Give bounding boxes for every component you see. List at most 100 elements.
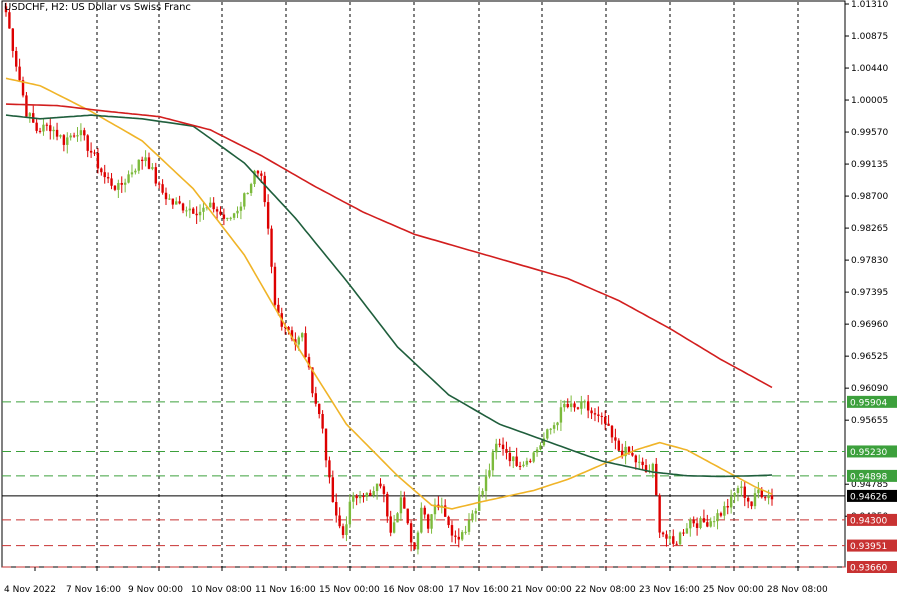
candle-body: [522, 464, 525, 467]
candle-body: [266, 202, 270, 229]
y-tick-label: 1.00005: [851, 96, 888, 106]
candle-body: [11, 28, 15, 51]
candle-body: [678, 532, 682, 545]
time-axis: 4 Nov 2022 7 Nov 16:00 9 Nov 00:00 10 Nov 0…: [4, 567, 828, 595]
candle-body: [621, 450, 624, 457]
candle-body: [512, 456, 515, 462]
candle-body: [607, 423, 610, 426]
level-tag-label: 0.95230: [850, 448, 887, 458]
moving-average-line: [5, 77, 773, 510]
candle-body: [154, 167, 157, 184]
candle-body: [263, 175, 266, 203]
candle-body: [610, 425, 614, 438]
candle-body: [699, 518, 702, 528]
candle-body: [324, 428, 328, 461]
candle-body: [38, 130, 42, 132]
candle-body: [239, 206, 243, 211]
candle-body: [392, 522, 396, 533]
candle-body: [723, 506, 726, 516]
candle-body: [123, 182, 127, 185]
candle-body: [413, 542, 416, 550]
candle-body: [586, 401, 590, 411]
level-tag: [847, 513, 897, 526]
candle-body: [569, 403, 573, 408]
candle-body: [318, 403, 321, 415]
candlesticks: [4, 2, 774, 555]
candle-body: [205, 207, 209, 209]
candle-body: [668, 536, 672, 539]
x-tick-label: 10 Nov 08:00: [191, 585, 252, 595]
candle-body: [559, 407, 563, 423]
candle-body: [532, 452, 535, 462]
candle-body: [396, 513, 399, 523]
candle-body: [403, 497, 406, 509]
candle-body: [130, 172, 134, 175]
candle-body: [147, 157, 151, 169]
candle-body: [89, 150, 93, 153]
candle-body: [471, 513, 474, 521]
candle-body: [76, 135, 79, 137]
x-tick-label: 11 Nov 16:00: [255, 585, 316, 595]
x-tick-label: 17 Nov 16:00: [448, 585, 509, 595]
y-tick-label: 0.96960: [851, 320, 888, 330]
candle-body: [83, 130, 86, 136]
candle-body: [767, 495, 770, 499]
candle-body: [352, 495, 355, 502]
candle-body: [355, 495, 358, 499]
candle-body: [716, 513, 719, 522]
candle-body: [386, 493, 389, 517]
candle-body: [603, 416, 607, 424]
candle-body: [158, 183, 161, 185]
candle-body: [433, 504, 437, 515]
candle-body: [614, 437, 617, 441]
x-tick-label: 7 Nov 16:00: [66, 585, 121, 595]
candle-body: [617, 440, 620, 451]
candle-body: [195, 213, 198, 216]
candle-body: [576, 407, 580, 409]
candle-body: [770, 495, 774, 500]
candle-body: [583, 401, 586, 403]
candle-body: [709, 521, 712, 527]
y-tick-label: 0.97395: [851, 288, 888, 298]
candle-body: [743, 486, 746, 498]
candle-body: [501, 444, 505, 450]
candle-body: [188, 208, 192, 211]
candle-body: [59, 135, 62, 137]
candle-body: [495, 443, 498, 453]
y-tick-label: 0.97830: [851, 256, 888, 266]
candle-body: [535, 449, 539, 453]
moving-average-line: [5, 103, 773, 389]
candle-body: [209, 202, 212, 208]
moving-averages: [5, 77, 773, 510]
candle-body: [127, 174, 130, 183]
candle-body: [4, 6, 8, 13]
candle-body: [246, 193, 249, 195]
level-tag-label: 0.94898: [850, 472, 887, 482]
candle-body: [443, 505, 447, 517]
candle-body: [137, 159, 140, 171]
candle-body: [593, 413, 597, 415]
candle-body: [481, 491, 484, 495]
candle-body: [134, 170, 137, 173]
current-price-label: 0.94626: [850, 492, 887, 502]
candle-body: [18, 66, 21, 81]
candle-body: [185, 210, 188, 212]
candle-body: [474, 510, 478, 514]
y-tick-label: 0.99570: [851, 128, 888, 138]
candle-body: [311, 367, 314, 394]
candle-body: [8, 12, 11, 29]
candle-body: [695, 523, 699, 528]
candle-body: [307, 357, 311, 368]
candle-body: [655, 463, 658, 496]
candle-body: [260, 173, 263, 176]
candle-body: [420, 507, 423, 533]
horizontal-levels: [2, 401, 845, 568]
candle-body: [277, 304, 280, 314]
candle-body: [256, 170, 260, 174]
candle-body: [638, 461, 641, 463]
candle-body: [348, 501, 352, 525]
candle-body: [498, 443, 501, 445]
candle-body: [726, 506, 729, 508]
